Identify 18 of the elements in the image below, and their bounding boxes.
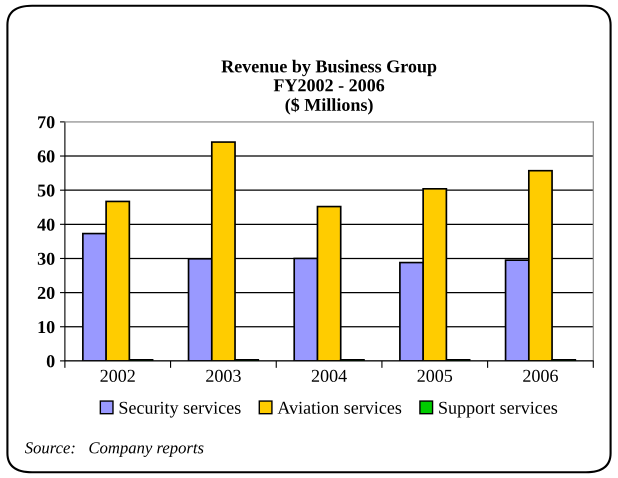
legend-label: Aviation services bbox=[278, 402, 402, 414]
legend-label: Security services bbox=[120, 402, 241, 418]
source-note: Source: Company reports bbox=[24, 442, 204, 457]
x-tick-label: 2006 bbox=[523, 370, 558, 382]
y-tick-label: 40 bbox=[37, 218, 54, 231]
x-tick-label: 2004 bbox=[312, 370, 347, 382]
legend-label: Support services bbox=[439, 402, 558, 418]
x-tick-label: 2002 bbox=[100, 370, 135, 382]
y-tick-label: 30 bbox=[38, 252, 54, 265]
y-tick-label: 10 bbox=[38, 321, 54, 334]
y-tick-label: 50 bbox=[38, 184, 54, 197]
y-tick-label: 20 bbox=[38, 286, 54, 300]
x-tick-label: 2005 bbox=[418, 370, 452, 382]
chart-title: Revenue by Business Group FY2002 - 2006 ($ Millions) bbox=[221, 60, 436, 115]
y-tick-label: 0 bbox=[46, 355, 54, 368]
y-tick-label: 70 bbox=[38, 116, 54, 128]
y-tick-label: 60 bbox=[38, 150, 54, 162]
x-tick-label: 2003 bbox=[206, 370, 241, 382]
